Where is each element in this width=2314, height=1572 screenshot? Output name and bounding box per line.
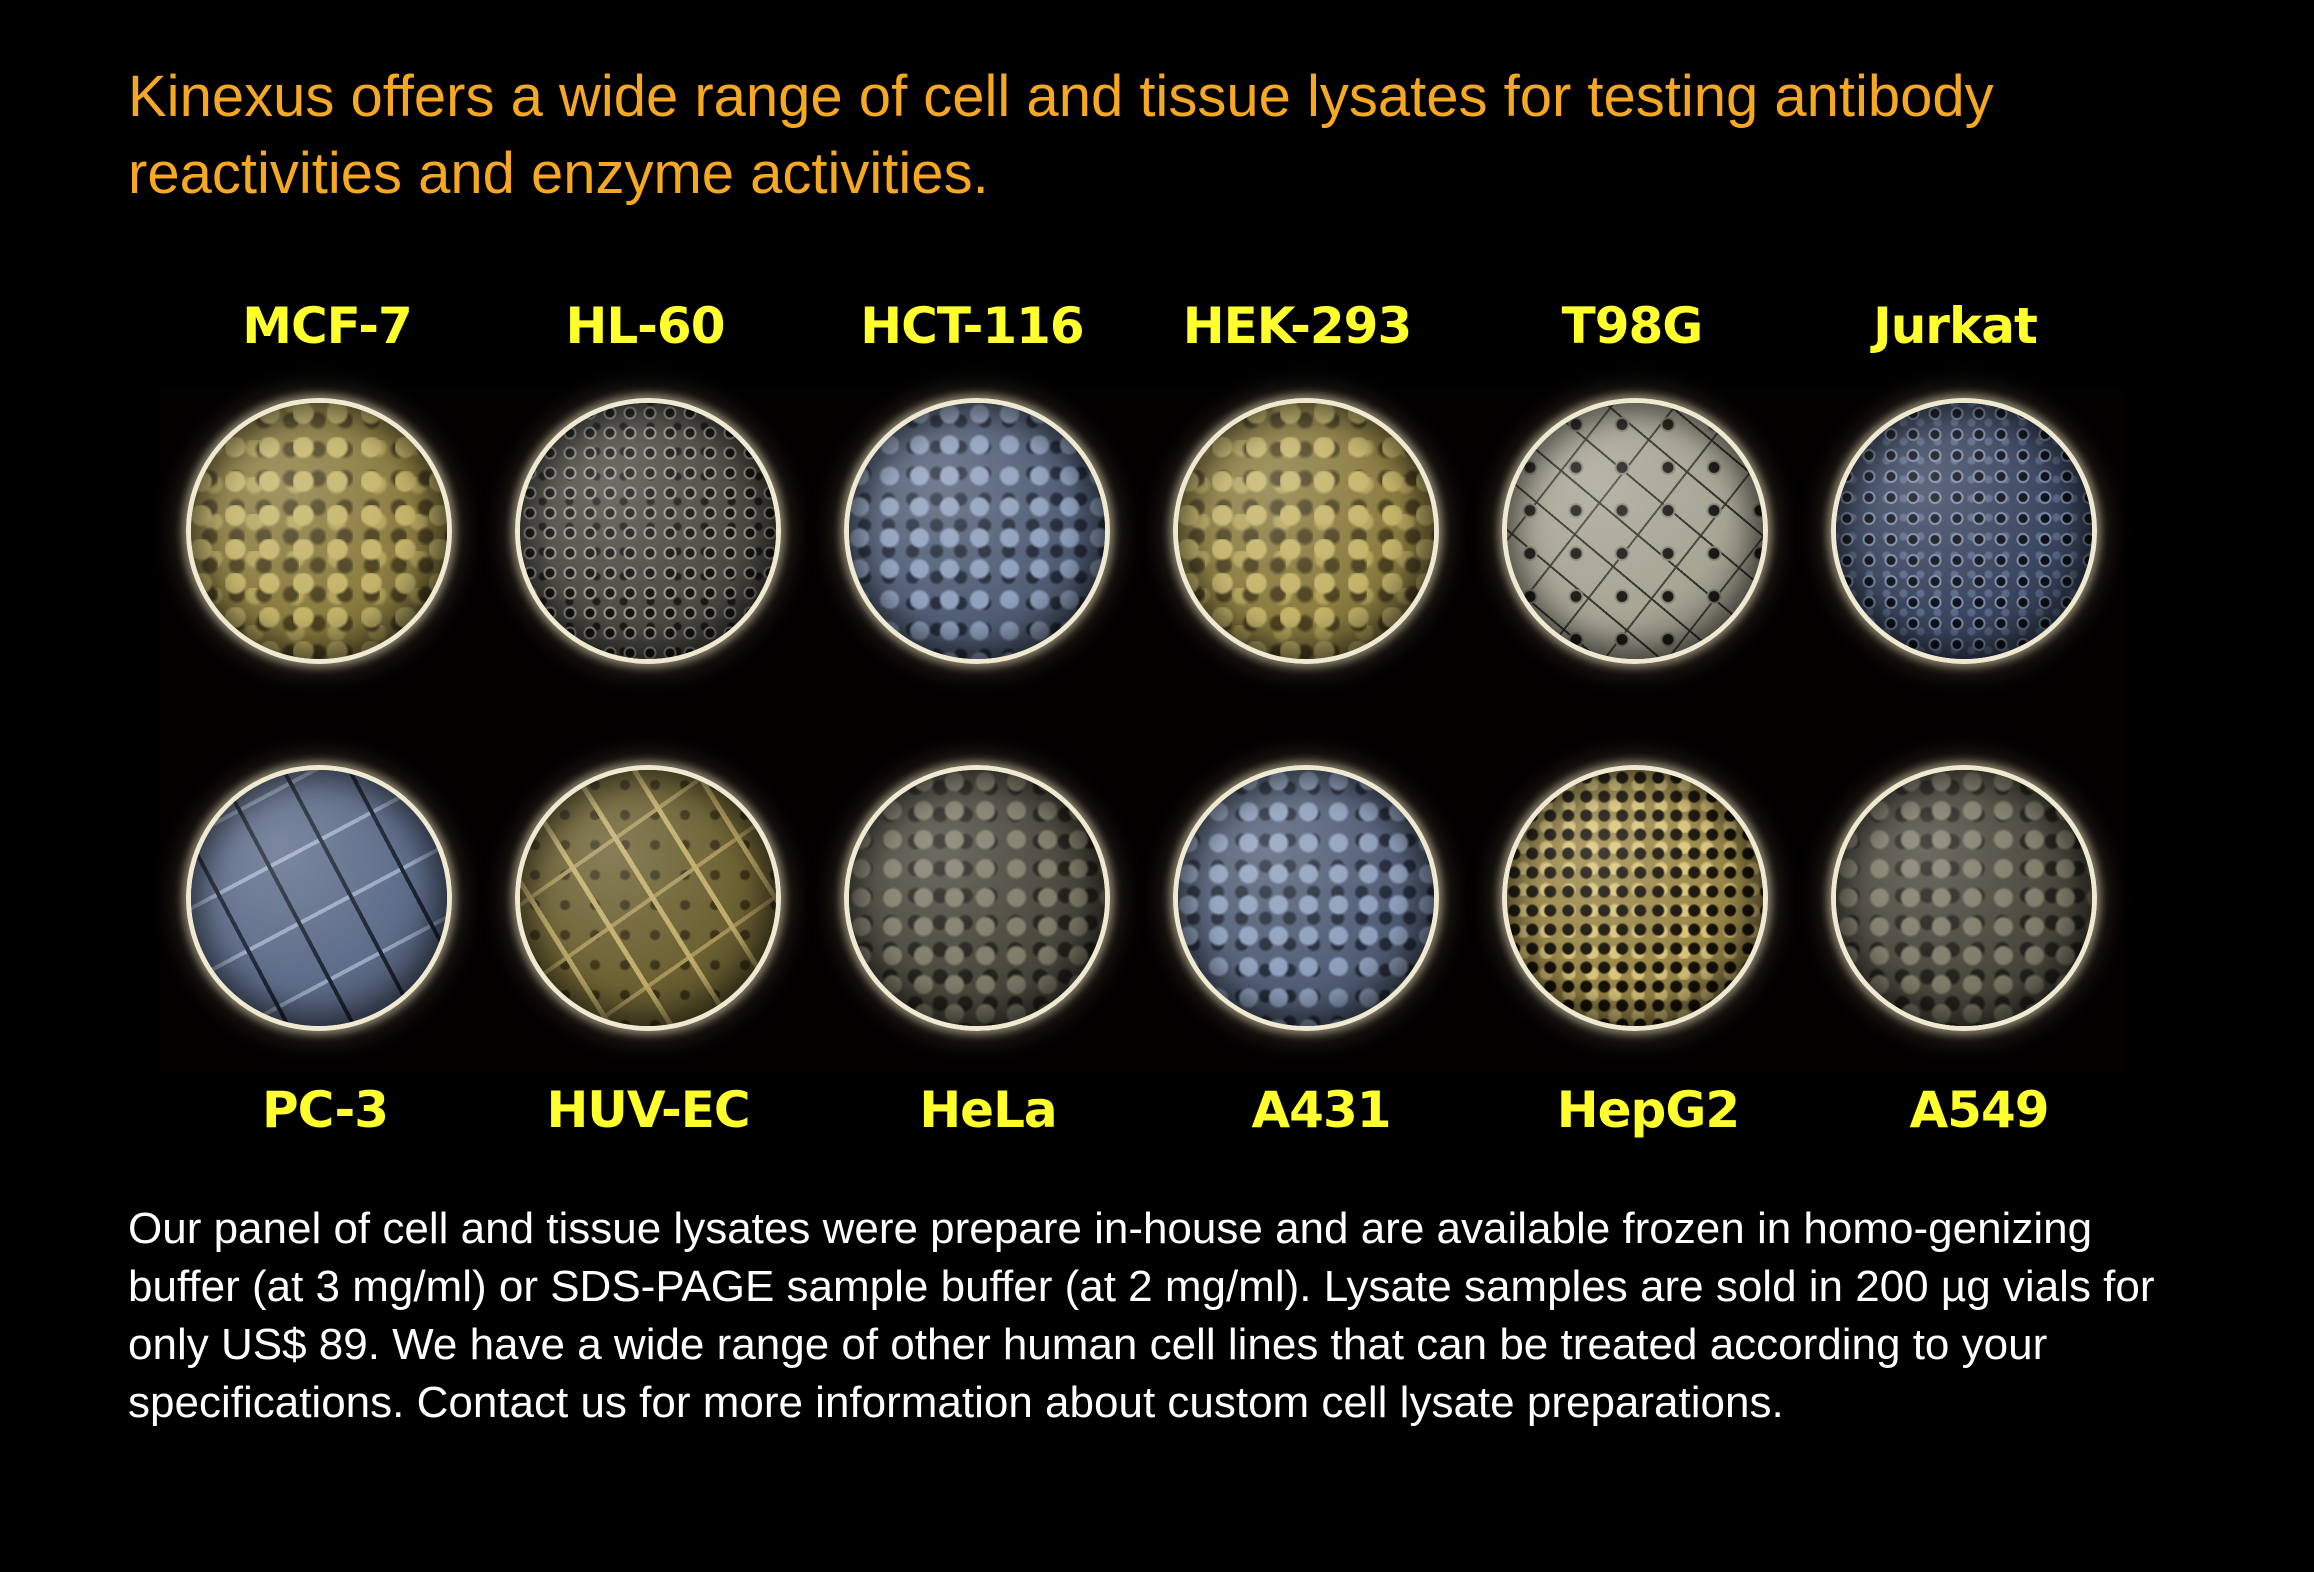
cell-line-label: HepG2 xyxy=(1556,1081,1740,1139)
cell-line-label: A431 xyxy=(1251,1081,1391,1139)
cell-line-label: Jurkat xyxy=(1873,297,2038,355)
cell-dish-image xyxy=(1173,398,1439,664)
cell-dish-image xyxy=(1831,398,2097,664)
cell-dish-image xyxy=(1502,398,1768,664)
cell-line-label: HCT-116 xyxy=(860,297,1084,355)
cell-line-label: HEK-293 xyxy=(1182,297,1413,355)
cell-dish-image xyxy=(515,398,781,664)
description-paragraph: Our panel of cell and tissue lysates wer… xyxy=(128,1204,2155,1427)
page-headline: Kinexus offers a wide range of cell and … xyxy=(128,64,1994,206)
cell-line-label: HUV-EC xyxy=(546,1081,750,1139)
cell-dish-image xyxy=(1502,765,1768,1031)
cell-line-label: HeLa xyxy=(919,1081,1057,1139)
cell-dish-image xyxy=(1173,765,1439,1031)
bottom-labels-row: PC-3 HUV-EC HeLa A431 HepG2 A549 xyxy=(0,1070,2314,1150)
cell-line-label: MCF-7 xyxy=(242,297,413,355)
cell-image-panel xyxy=(160,388,2124,1072)
top-labels-row: MCF-7 HL-60 HCT-116 HEK-293 T98G Jurkat xyxy=(0,286,2314,366)
cell-line-label: T98G xyxy=(1561,297,1704,355)
cell-dish-image xyxy=(515,765,781,1031)
cell-dish-image xyxy=(844,765,1110,1031)
cell-line-label: A549 xyxy=(1909,1081,2049,1139)
cell-line-label: HL-60 xyxy=(565,297,725,355)
cell-dish-image xyxy=(844,398,1110,664)
cell-dish-image xyxy=(186,765,452,1031)
cell-dish-image xyxy=(1831,765,2097,1031)
cell-dish-image xyxy=(186,398,452,664)
cell-line-label: PC-3 xyxy=(261,1081,389,1139)
